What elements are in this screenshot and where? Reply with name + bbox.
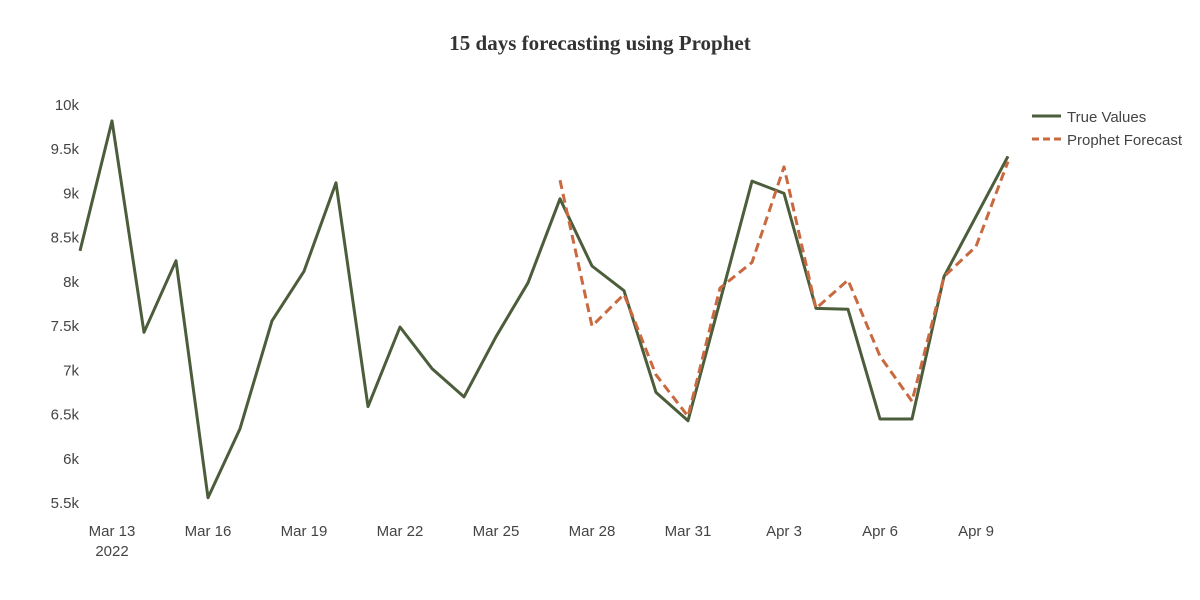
y-tick-label-9k: 9k: [63, 185, 79, 202]
x-tick-label-mar-25: Mar 25: [473, 523, 520, 540]
chart-title: 15 days forecasting using Prophet: [449, 31, 750, 55]
x-tick-sublabel-2022: 2022: [95, 543, 128, 560]
y-tick-label-7k: 7k: [63, 362, 79, 379]
x-axis: Mar 13 2022 Mar 16 Mar 19 Mar 22 Mar 25 Mar 28…: [89, 523, 994, 560]
y-tick-label-7-5k: 7.5k: [51, 318, 80, 335]
x-tick-label-apr-6: Apr 6: [862, 523, 898, 540]
legend-label-prophet-forecast: Prophet Forecast: [1067, 132, 1183, 149]
series-line-prophet-forecast: [558, 161, 1010, 418]
x-tick-label-mar-22: Mar 22: [377, 523, 424, 540]
series-true-values: [78, 119, 1010, 500]
x-tick-label-mar-16: Mar 16: [185, 523, 232, 540]
legend-item-prophet-forecast[interactable]: Prophet Forecast: [1032, 132, 1183, 149]
legend-item-true-values[interactable]: True Values: [1032, 109, 1146, 126]
x-tick-label-mar-28: Mar 28: [569, 523, 616, 540]
y-tick-label-8-5k: 8.5k: [51, 230, 80, 247]
legend-label-true-values: True Values: [1067, 109, 1146, 126]
series-prophet-forecast: [558, 161, 1010, 418]
y-tick-label-6k: 6k: [63, 451, 79, 468]
plot-area: [78, 119, 1010, 500]
x-tick-label-mar-31: Mar 31: [665, 523, 712, 540]
legend[interactable]: True Values Prophet Forecast: [1032, 109, 1183, 149]
y-axis: 5.5k 6k 6.5k 7k 7.5k 8k 8.5k 9k 9.5k 10k: [51, 97, 80, 512]
x-tick-label-apr-3: Apr 3: [766, 523, 802, 540]
y-tick-label-10k: 10k: [55, 97, 80, 114]
y-tick-label-9-5k: 9.5k: [51, 141, 80, 158]
x-tick-label-apr-9: Apr 9: [958, 523, 994, 540]
series-line-true-values: [78, 119, 1010, 500]
x-tick-label-mar-19: Mar 19: [281, 523, 328, 540]
y-tick-label-5-5k: 5.5k: [51, 495, 80, 512]
y-tick-label-8k: 8k: [63, 274, 79, 291]
y-tick-label-6-5k: 6.5k: [51, 407, 80, 424]
x-tick-label-mar-13: Mar 13: [89, 523, 136, 540]
